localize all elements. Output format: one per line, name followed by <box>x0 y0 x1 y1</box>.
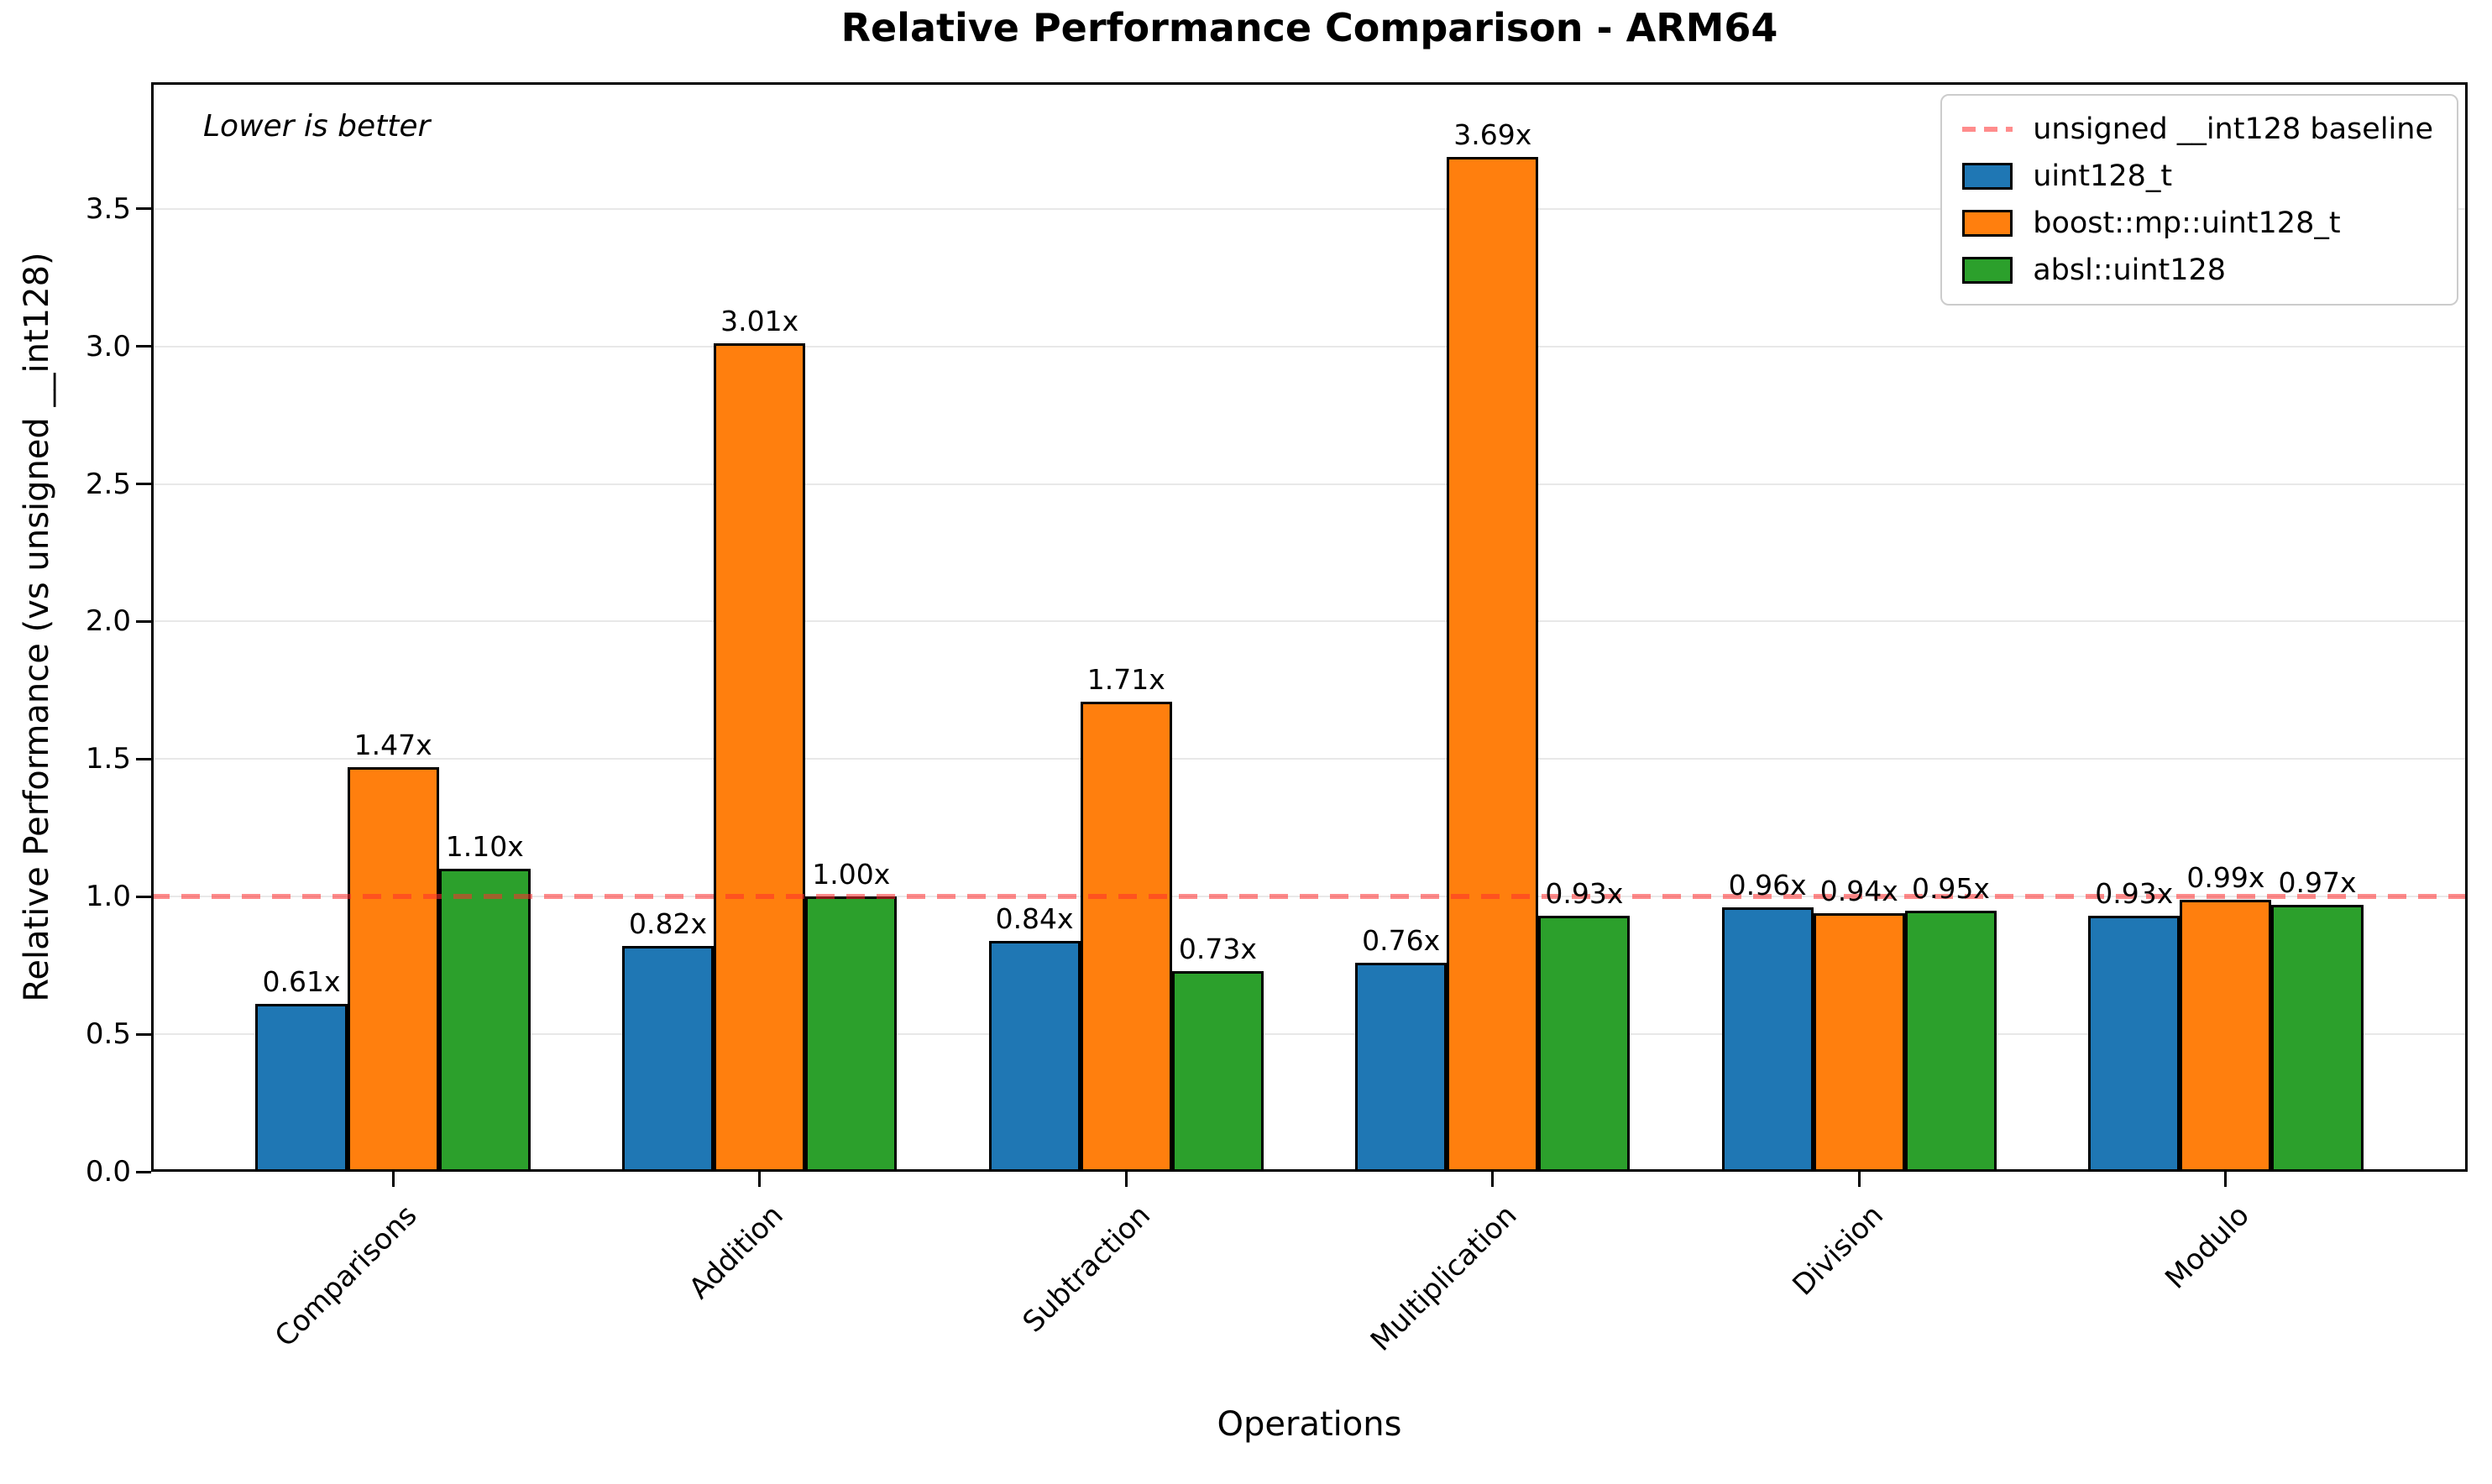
legend-item-boost-mp-uint128-t: boost::mp::uint128_t <box>1962 206 2433 240</box>
bar-uint128-t-modulo <box>2088 916 2180 1172</box>
bar-boost-mp-uint128-t-comparisons <box>347 767 439 1172</box>
chart-title: Relative Performance Comparison - ARM64 <box>840 5 1778 50</box>
gridline-y-1.5 <box>151 758 2468 760</box>
bar-label-absl-uint128-addition: 1.00x <box>812 858 891 891</box>
bar-absl-uint128-comparisons <box>438 869 531 1172</box>
x-tick-mark-division <box>1857 1172 1861 1187</box>
bar-absl-uint128-addition <box>805 896 898 1172</box>
bar-uint128-t-comparisons <box>255 1004 348 1172</box>
y-tick-label-2.5: 2.5 <box>85 467 131 501</box>
legend-label-uint128-t: uint128_t <box>2033 159 2173 193</box>
bar-boost-mp-uint128-t-addition <box>714 343 806 1172</box>
legend-swatch-boost-mp-uint128-t <box>1962 210 2013 237</box>
bar-label-boost-mp-uint128-t-modulo: 0.99x <box>2186 860 2265 894</box>
x-tick-mark-modulo <box>2224 1172 2228 1187</box>
bar-label-boost-mp-uint128-t-comparisons: 1.47x <box>353 729 432 762</box>
bar-label-absl-uint128-modulo: 0.97x <box>2278 866 2357 900</box>
bar-label-uint128-t-comparisons: 0.61x <box>262 965 341 999</box>
bar-label-boost-mp-uint128-t-subtraction: 1.71x <box>1086 662 1165 696</box>
y-tick-label-2.0: 2.0 <box>85 604 131 639</box>
legend-swatch-absl-uint128 <box>1962 257 2013 284</box>
x-tick-label-addition: Addition <box>683 1199 790 1306</box>
bar-uint128-t-multiplication <box>1355 962 1448 1172</box>
y-tick-label-0.5: 0.5 <box>85 1017 131 1052</box>
bar-label-absl-uint128-multiplication: 0.93x <box>1545 877 1624 911</box>
bar-label-uint128-t-division: 0.96x <box>1728 869 1807 902</box>
x-tick-mark-addition <box>758 1172 762 1187</box>
bar-label-boost-mp-uint128-t-division: 0.94x <box>1819 874 1898 907</box>
legend-item-uint128-t: uint128_t <box>1962 159 2433 193</box>
bar-uint128-t-subtraction <box>988 940 1081 1172</box>
bar-label-absl-uint128-comparisons: 1.10x <box>445 830 524 864</box>
y-tick-mark-0.5 <box>136 1032 151 1036</box>
legend-item-baseline: unsigned __int128 baseline <box>1962 112 2433 146</box>
y-tick-mark-0.0 <box>136 1170 151 1173</box>
y-tick-label-0.0: 0.0 <box>85 1155 131 1189</box>
bar-label-absl-uint128-division: 0.95x <box>1911 871 1990 905</box>
x-tick-mark-comparisons <box>391 1172 395 1187</box>
x-tick-label-division: Division <box>1786 1199 1890 1303</box>
y-tick-label-1.5: 1.5 <box>85 742 131 776</box>
y-tick-label-3.0: 3.0 <box>85 329 131 363</box>
y-tick-mark-1.0 <box>136 895 151 898</box>
x-tick-label-subtraction: Subtraction <box>1016 1199 1157 1340</box>
gridline-y-2.0 <box>151 620 2468 623</box>
bar-uint128-t-division <box>1721 907 1814 1172</box>
baseline-line <box>151 894 2468 900</box>
y-axis-label: Relative Performance (vs unsigned __int1… <box>18 252 56 1002</box>
x-tick-label-comparisons: Comparisons <box>268 1199 424 1354</box>
x-tick-label-multiplication: Multiplication <box>1364 1199 1524 1358</box>
gridline-y-3.5 <box>151 207 2468 210</box>
lower-is-better-annotation: Lower is better <box>203 109 431 144</box>
x-axis-label: Operations <box>1217 1405 1402 1444</box>
bar-boost-mp-uint128-t-division <box>1813 912 1905 1172</box>
bar-boost-mp-uint128-t-modulo <box>2180 899 2272 1172</box>
gridline-y-0.5 <box>151 1033 2468 1036</box>
bar-label-absl-uint128-subtraction: 0.73x <box>1178 932 1257 965</box>
bar-absl-uint128-multiplication <box>1538 916 1631 1172</box>
gridline-y-2.5 <box>151 483 2468 485</box>
bar-label-boost-mp-uint128-t-addition: 3.01x <box>720 305 799 338</box>
y-tick-mark-3.0 <box>136 345 151 348</box>
bar-absl-uint128-modulo <box>2271 905 2364 1172</box>
bar-absl-uint128-division <box>1904 910 1997 1172</box>
baseline-dash-icon <box>1962 127 2013 132</box>
legend-label-absl-uint128: absl::uint128 <box>2033 253 2227 287</box>
legend-label-baseline: unsigned __int128 baseline <box>2033 112 2433 146</box>
legend-label-boost-mp-uint128-t: boost::mp::uint128_t <box>2033 206 2341 240</box>
legend-swatch-uint128-t <box>1962 163 2013 190</box>
x-tick-label-modulo: Modulo <box>2159 1199 2257 1296</box>
bar-boost-mp-uint128-t-subtraction <box>1080 701 1172 1172</box>
bar-label-uint128-t-addition: 0.82x <box>629 907 708 941</box>
bar-label-boost-mp-uint128-t-multiplication: 3.69x <box>1453 118 1532 151</box>
bar-boost-mp-uint128-t-multiplication <box>1447 156 1539 1172</box>
bar-absl-uint128-subtraction <box>1171 970 1264 1172</box>
y-tick-mark-1.5 <box>136 757 151 760</box>
gridline-y-3.0 <box>151 345 2468 347</box>
x-tick-mark-multiplication <box>1491 1172 1495 1187</box>
bar-uint128-t-addition <box>621 946 715 1172</box>
bar-label-uint128-t-multiplication: 0.76x <box>1362 923 1441 957</box>
bar-label-uint128-t-modulo: 0.93x <box>2095 877 2174 911</box>
y-tick-label-1.0: 1.0 <box>85 880 131 914</box>
bar-label-uint128-t-subtraction: 0.84x <box>995 901 1074 935</box>
y-tick-mark-2.0 <box>136 619 151 623</box>
y-tick-label-3.5: 3.5 <box>85 191 131 226</box>
y-tick-mark-2.5 <box>136 483 151 486</box>
y-tick-mark-3.5 <box>136 207 151 211</box>
x-tick-mark-subtraction <box>1124 1172 1128 1187</box>
legend-item-absl-uint128: absl::uint128 <box>1962 253 2433 287</box>
